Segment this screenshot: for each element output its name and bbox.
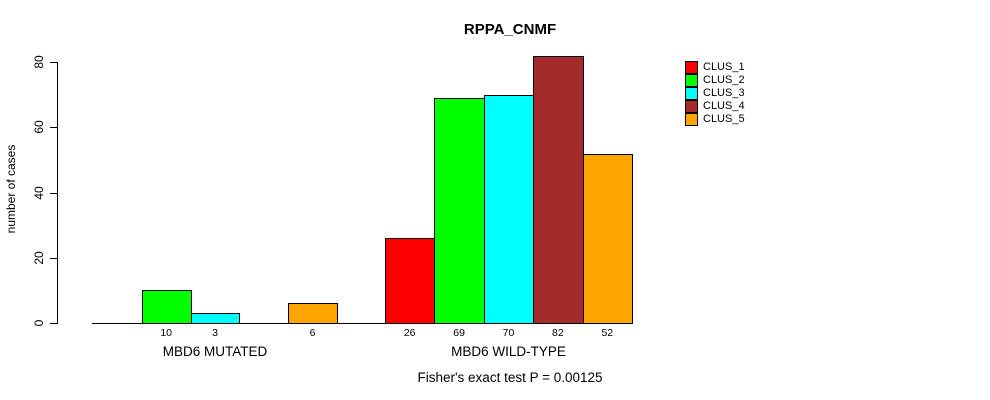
y-axis-label: number of cases [4, 144, 18, 234]
legend-item: CLUS_4 [685, 100, 745, 113]
bar-CLUS_3 [483, 94, 535, 324]
legend-label: CLUS_2 [703, 74, 745, 86]
legend-item: CLUS_3 [685, 87, 745, 100]
bar-value-label: 3 [212, 326, 218, 339]
legend-label: CLUS_5 [703, 113, 745, 125]
bar-value-label: 69 [453, 326, 465, 339]
bar-CLUS_5 [288, 303, 338, 324]
bar-value-label: 82 [552, 326, 564, 339]
y-axis-tick [50, 257, 57, 259]
chart-title: RPPA_CNMF [463, 21, 557, 38]
y-axis-tick-label: 20 [32, 251, 46, 265]
legend-swatch-icon [685, 87, 698, 100]
y-axis-tick-label: 40 [32, 185, 46, 200]
y-axis-tick [50, 192, 57, 194]
bar-value-label: 26 [403, 326, 416, 339]
legend: CLUS_1 CLUS_2 CLUS_3 CLUS_4 CLUS_5 [685, 61, 745, 126]
y-axis-tick-label: 0 [32, 319, 46, 327]
y-axis-tick [50, 62, 57, 64]
legend-label: CLUS_3 [703, 87, 745, 99]
legend-label: CLUS_1 [703, 61, 745, 73]
bar-CLUS_5 [582, 153, 633, 324]
legend-item: CLUS_2 [685, 74, 745, 87]
legend-item: CLUS_5 [685, 113, 745, 126]
legend-swatch-icon [685, 100, 698, 113]
y-axis-tick-label: 60 [32, 120, 46, 135]
bar-CLUS_2 [141, 290, 192, 324]
bar-value-label: 6 [309, 326, 316, 339]
bar-CLUS_2 [434, 98, 485, 324]
bar-CLUS_3 [190, 313, 241, 324]
bar-value-label: 10 [160, 326, 173, 339]
legend-swatch-icon [685, 61, 698, 74]
y-axis-line [57, 62, 58, 324]
legend-label: CLUS_4 [703, 100, 745, 112]
bar-value-label: 70 [502, 326, 515, 339]
legend-swatch-icon [685, 113, 698, 126]
legend-swatch-icon [685, 74, 698, 87]
bar-value-label: 52 [601, 326, 614, 339]
y-axis-tick [50, 127, 57, 129]
y-axis-tick-label: 80 [32, 55, 46, 69]
x-baseline [92, 323, 632, 324]
group-label: MBD6 WILD-TYPE [451, 344, 566, 359]
group-label: MBD6 MUTATED [162, 344, 268, 359]
footnote: Fisher's exact test P = 0.00125 [417, 370, 603, 385]
bar-CLUS_1 [385, 238, 436, 324]
y-axis-tick [50, 323, 57, 324]
legend-item: CLUS_1 [685, 61, 745, 74]
bar-CLUS_4 [533, 55, 584, 324]
